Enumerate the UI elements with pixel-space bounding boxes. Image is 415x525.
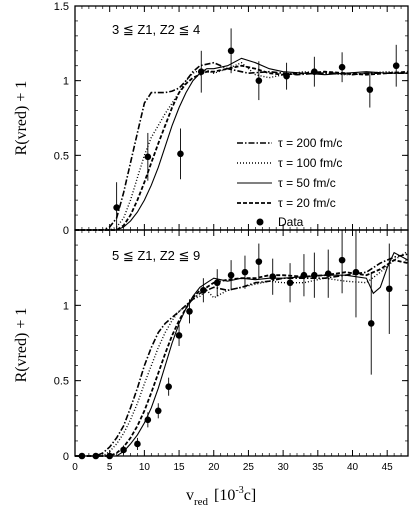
series-line-solid — [75, 251, 409, 457]
x-label-exp: -3 — [235, 485, 243, 496]
data-point — [366, 86, 374, 93]
series-line-dashed — [75, 64, 409, 231]
data-point — [92, 452, 100, 460]
data-point — [338, 256, 346, 264]
x-tick-label: 10 — [139, 462, 151, 473]
data-point — [186, 308, 193, 315]
legend-label-200: τ = 200 fm/c — [278, 136, 342, 150]
y-tick-label: 1.5 — [54, 1, 69, 13]
bottom-y-ticks: 00.51 — [54, 229, 408, 463]
data-point — [120, 446, 127, 454]
x-label-units: [10 — [214, 487, 235, 504]
x-tick-label: 25 — [243, 462, 255, 473]
data-point — [175, 332, 183, 339]
x-tick-label: 5 — [107, 462, 113, 473]
data-point — [197, 68, 205, 76]
data-point — [286, 279, 294, 287]
data-point — [106, 452, 113, 460]
data-point — [154, 407, 162, 415]
bottom-y-axis-label: R(vred) + 1 — [13, 308, 30, 383]
data-point — [177, 150, 184, 158]
top-panel: 0 0.5 1 1.5 3 ≦ Z1, Z2 ≦ 4 τ = 200 fm/c τ =… — [54, 1, 409, 237]
data-point — [338, 63, 346, 71]
series-line-dotted — [75, 61, 409, 231]
legend-label-50: τ = 50 fm/c — [278, 176, 336, 190]
top-annotation: 3 ≦ Z1, Z2 ≦ 4 — [112, 22, 200, 37]
data-point — [227, 271, 235, 279]
top-ylabel-text: R(vred) + 1 — [13, 81, 30, 156]
legend: τ = 200 fm/c τ = 100 fm/c τ = 50 fm/c τ … — [237, 136, 342, 229]
series-line-dash-dot — [75, 61, 408, 231]
data-point — [311, 271, 318, 279]
y-tick-label: 1 — [63, 76, 69, 88]
bottom-panel: 00.51 0 5 10 15 20 25 30 35 40 45 5 ≦ Z1, Z2 ≦ 9 — [54, 229, 409, 473]
top-x-ticks — [74, 6, 409, 230]
legend-marker-data — [256, 218, 264, 226]
y-tick-label: 0.5 — [54, 150, 69, 162]
bottom-annotation: 5 ≦ Z1, Z2 ≦ 9 — [112, 248, 200, 263]
x-label-v: v — [186, 487, 194, 504]
data-point — [144, 153, 152, 161]
data-point — [227, 47, 235, 55]
x-label-close: c] — [244, 487, 256, 504]
data-point — [392, 62, 400, 70]
y-tick-label: 0 — [63, 451, 69, 463]
x-axis-label: vred [10-3c] — [186, 485, 256, 508]
series-line-solid — [75, 57, 408, 231]
x-tick-label: 15 — [174, 462, 186, 473]
bottom-model-curves — [75, 250, 409, 457]
y-tick-label: 1 — [63, 300, 69, 312]
data-point — [367, 320, 375, 327]
data-point — [144, 416, 152, 424]
x-tick-label: 35 — [312, 462, 324, 473]
data-point — [255, 77, 263, 84]
bottom-x-ticks: 0 5 10 15 20 25 30 35 40 45 — [72, 230, 409, 473]
data-point — [269, 273, 277, 281]
legend-label-20: τ = 20 fm/c — [278, 196, 336, 210]
y-tick-label: 0.5 — [54, 376, 69, 388]
top-data-points — [113, 28, 400, 230]
top-y-axis-label: R(vred) + 1 — [13, 81, 30, 156]
x-tick-label: 30 — [278, 462, 290, 473]
data-point — [311, 68, 318, 76]
series-line-dash-dot — [75, 253, 409, 457]
data-point — [134, 440, 141, 448]
x-tick-label: 45 — [382, 462, 394, 473]
data-point — [255, 258, 263, 265]
series-line-dashed — [75, 259, 409, 457]
data-point — [283, 72, 290, 80]
top-plot-frame — [74, 5, 409, 231]
x-tick-label: 20 — [208, 462, 220, 473]
data-point — [300, 271, 308, 279]
x-tick-label: 40 — [347, 462, 359, 473]
bottom-ylabel-text: R(vred) + 1 — [13, 308, 30, 383]
data-point — [352, 268, 360, 276]
top-model-curves — [75, 57, 409, 231]
data-point — [385, 285, 393, 293]
series-line-dotted — [75, 250, 409, 457]
legend-label-data: Data — [278, 215, 304, 229]
data-point — [241, 268, 249, 276]
y-tick-label: 0 — [63, 225, 69, 237]
legend-label-100: τ = 100 fm/c — [278, 156, 342, 170]
x-label-sub: red — [194, 496, 209, 508]
data-point — [165, 383, 172, 390]
data-point — [324, 270, 332, 277]
data-point — [213, 279, 221, 287]
data-point — [113, 204, 120, 211]
bottom-data-points — [78, 230, 393, 460]
data-point — [78, 452, 86, 460]
data-point — [200, 286, 207, 294]
x-tick-label: 0 — [72, 462, 78, 473]
